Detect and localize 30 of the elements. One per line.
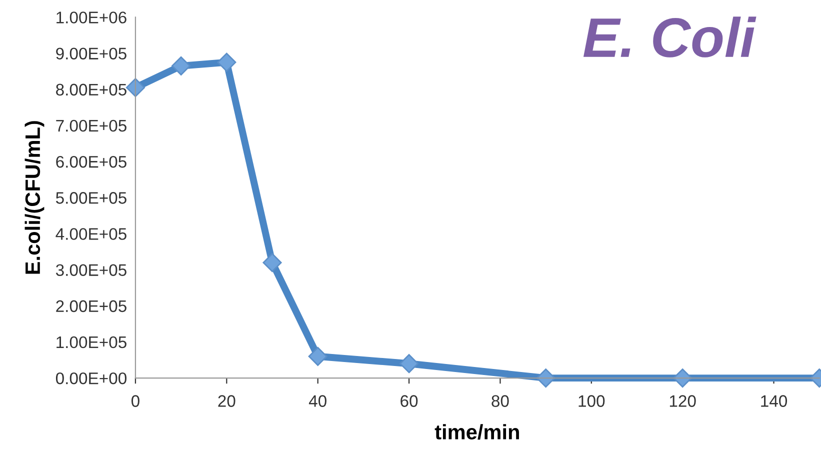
point (673, 368, 692, 388)
point (262, 253, 282, 272)
x-tick-label: 60 (400, 395, 418, 407)
point (172, 56, 191, 76)
x-tick-label: 20 (218, 395, 236, 407)
x-tick-label: 80 (492, 395, 509, 407)
chart-title: E. Coli (583, 16, 756, 58)
y-tick-label: 8.00E+05 (56, 84, 126, 96)
y-tick-label: 2.00E+05 (56, 300, 126, 312)
x-tick-label: 120 (670, 395, 696, 407)
point (399, 354, 419, 374)
y-tick-label: 1.00E+06 (56, 12, 126, 24)
y-tick-label: 6.00E+05 (56, 156, 126, 168)
x-tick-label: 100 (578, 395, 605, 407)
point (126, 78, 145, 98)
y-tick-label: 0.00E+00 (56, 372, 126, 384)
y-tick-label: 1.00E+05 (56, 336, 126, 348)
x-tick-label: 40 (308, 395, 326, 407)
point (308, 346, 328, 366)
y-tick-label: 5.00E+05 (56, 192, 126, 204)
y-tick-label: 7.00E+05 (56, 120, 126, 132)
y-tick-label: 9.00E+05 (56, 48, 126, 60)
x-tick-label: 140 (761, 395, 788, 407)
y-axis-title: E.coli/(CFU/mL) (24, 121, 44, 274)
y-tick-label: 3.00E+05 (56, 264, 126, 276)
x-axis-title: time/min (434, 424, 519, 440)
point (536, 368, 556, 388)
point (217, 52, 236, 72)
x-tick-label: 0 (131, 395, 140, 407)
y-tick-label: 4.00E+05 (56, 228, 126, 240)
